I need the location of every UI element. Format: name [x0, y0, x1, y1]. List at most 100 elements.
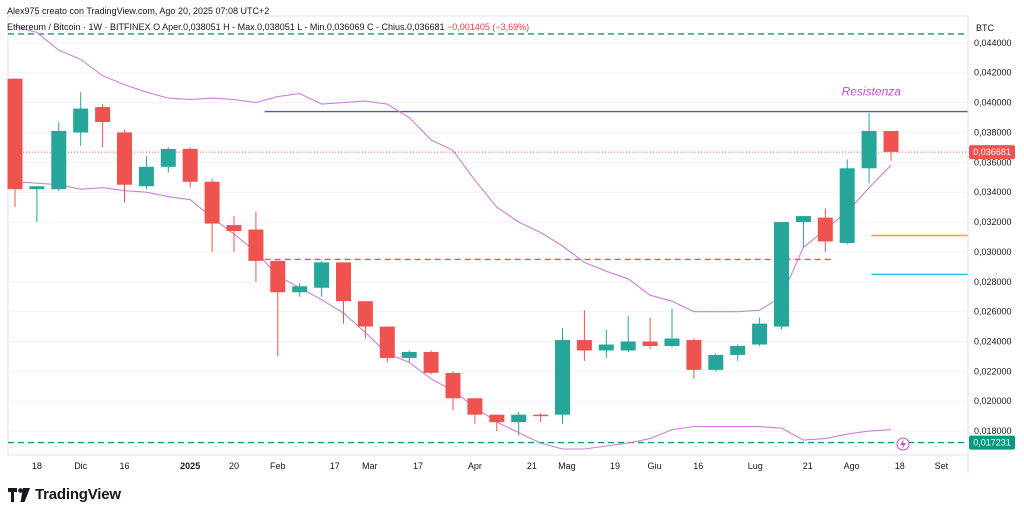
candle-body-13: [292, 286, 308, 293]
candle-6: [138, 156, 154, 190]
y-tick-0: 0,044000: [974, 38, 1012, 48]
candle-28: [620, 316, 636, 352]
candle-25: [555, 328, 570, 424]
x-tick-19: Set: [935, 461, 949, 471]
candle-body-31: [686, 340, 702, 370]
candle-8: [182, 147, 198, 188]
tradingview-logo[interactable]: TradingView: [8, 486, 121, 503]
candle-body-39: [861, 130, 877, 169]
y-tick-4: 0,036000: [974, 157, 1012, 167]
candle-body-6: [138, 166, 154, 187]
close-value: C - Chius.0,036681: [366, 22, 445, 32]
y-tick-10: 0,024000: [974, 337, 1012, 347]
candle-40: [883, 130, 899, 161]
x-tick-4: 20: [229, 461, 239, 471]
x-tick-12: 19: [610, 461, 620, 471]
candle-33: [730, 344, 746, 361]
y-tick-5: 0,034000: [974, 187, 1012, 197]
currency-label: BTC: [976, 23, 995, 33]
ohlc-legend: Ethereum / Bitcoin · 1W · BITFINEX O Ape…: [7, 22, 529, 32]
candle-body-14: [314, 262, 330, 288]
event-marker-bolt: [900, 439, 906, 449]
candle-body-8: [182, 148, 198, 182]
candle-22: [489, 414, 505, 432]
candle-9: [204, 178, 220, 252]
open-label: O: [153, 22, 161, 32]
candle-30: [664, 308, 680, 348]
candle-10: [226, 216, 242, 252]
x-tick-10: 21: [527, 461, 537, 471]
x-tick-7: Mar: [362, 461, 378, 471]
candle-body-2: [51, 130, 67, 190]
x-tick-2: 16: [119, 461, 129, 471]
candle-15: [336, 262, 351, 324]
candle-body-23: [511, 414, 527, 423]
y-tick-7: 0,030000: [974, 247, 1012, 257]
y-tick-9: 0,026000: [974, 307, 1012, 317]
x-tick-14: 16: [693, 461, 703, 471]
candle-body-25: [555, 340, 570, 415]
open-value: Aper.0,038051: [162, 22, 221, 32]
candle-body-11: [248, 229, 264, 261]
candle-17: [379, 326, 395, 363]
candle-4: [95, 104, 111, 148]
candle-body-24: [533, 414, 549, 417]
y-tick-2: 0,040000: [974, 98, 1012, 108]
candle-body-10: [226, 225, 242, 232]
candle-5: [117, 129, 132, 203]
attribution: Alex975 creato con TradingView.com, Ago …: [7, 6, 270, 16]
candle-body-21: [467, 398, 483, 415]
y-tick-8: 0,028000: [974, 277, 1012, 287]
candle-body-34: [752, 323, 768, 345]
candle-body-30: [664, 338, 680, 346]
x-tick-8: 17: [413, 461, 423, 471]
tradingview-logo-icon: [8, 487, 30, 502]
symbol-name[interactable]: Ethereum / Bitcoin · 1W · BITFINEX: [7, 22, 151, 32]
event-marker-icon: [896, 437, 910, 451]
candle-body-4: [95, 107, 111, 123]
y-tick-11: 0,022000: [974, 366, 1012, 376]
candle-body-17: [379, 326, 395, 358]
candle-body-0: [7, 78, 23, 190]
candles: [7, 78, 899, 436]
y-tick-12: 0,020000: [974, 396, 1012, 406]
candle-31: [686, 338, 702, 379]
candle-2: [51, 122, 67, 191]
resistance-label: Resistenza: [842, 85, 902, 99]
support-price-label: 0,017231: [973, 438, 1011, 448]
candle-32: [708, 353, 724, 372]
x-tick-15: Lug: [748, 461, 763, 471]
candle-37: [817, 208, 833, 252]
y-tick-3: 0,038000: [974, 127, 1012, 137]
candle-0: [7, 78, 23, 208]
candle-24: [533, 413, 549, 423]
candle-12: [270, 260, 286, 357]
candle-21: [467, 398, 483, 424]
candle-14: [314, 260, 330, 297]
last-price-tag: [969, 145, 1015, 160]
candle-body-33: [730, 345, 746, 355]
y-tick-1: 0,042000: [974, 68, 1012, 78]
candle-body-26: [576, 340, 592, 351]
price-levels: Resistenza: [8, 33, 968, 444]
candle-39: [861, 113, 877, 184]
x-tick-9: Apr: [468, 461, 482, 471]
candle-body-38: [839, 168, 855, 243]
x-tick-13: Giu: [647, 461, 661, 471]
x-tick-11: Mag: [558, 461, 576, 471]
x-tick-3: 2025: [180, 461, 200, 471]
change-value: −0,001405 (−3,69%): [447, 22, 530, 32]
candle-body-27: [598, 344, 614, 351]
candle-body-9: [204, 181, 220, 224]
candle-34: [752, 317, 768, 346]
axes: BTC 0,044000 0,042000 0,040000 0,038000 0,036…: [8, 16, 1015, 473]
candle-16: [357, 301, 373, 339]
candle-body-28: [620, 341, 636, 351]
candle-body-36: [795, 216, 811, 223]
candle-38: [839, 159, 855, 245]
x-tick-6: 17: [330, 461, 340, 471]
candle-body-16: [357, 301, 373, 327]
candle-26: [576, 310, 592, 361]
candle-body-5: [117, 132, 132, 185]
